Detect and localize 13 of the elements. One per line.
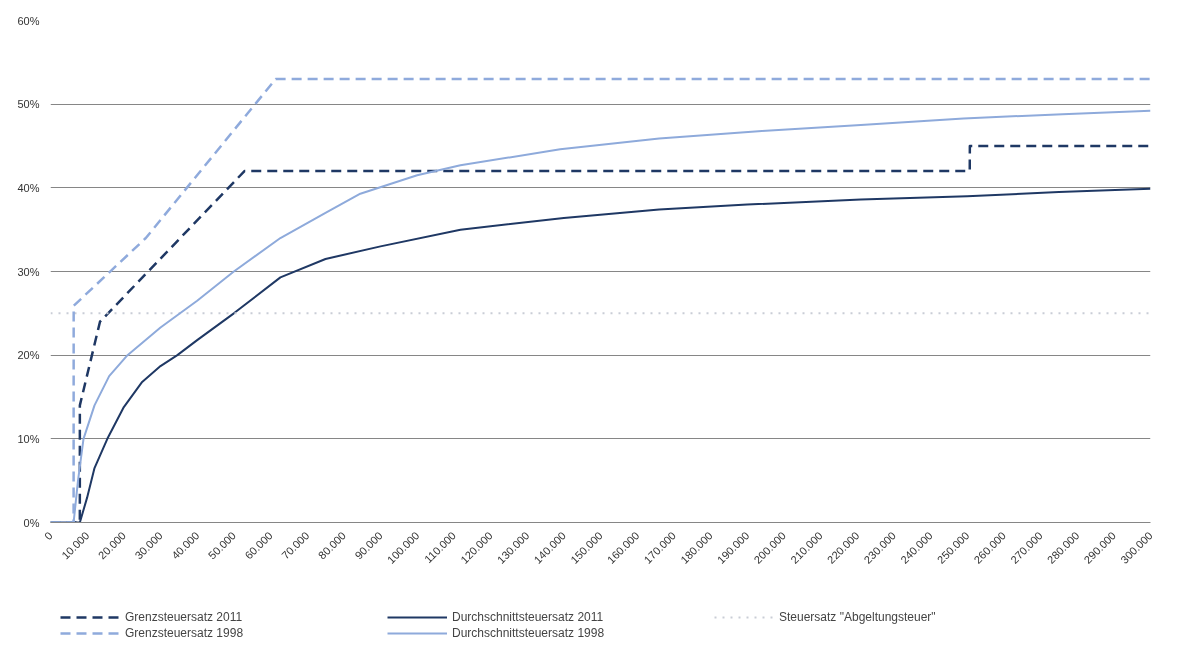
y-tick-label: 50% bbox=[17, 98, 40, 111]
x-tick-label: 0 bbox=[41, 529, 55, 543]
y-tick-label: 30% bbox=[17, 265, 40, 278]
legend-label: Durchschnittsteuersatz 2011 bbox=[452, 610, 605, 624]
legend-label: Grenzsteuersatz 2011 bbox=[125, 610, 244, 624]
y-tick-label: 40% bbox=[17, 181, 40, 194]
y-tick-label: 60% bbox=[17, 14, 40, 27]
y-tick-label: 20% bbox=[17, 349, 40, 362]
legend-label: Grenzsteuersatz 1998 bbox=[125, 626, 245, 640]
y-tick-label: 10% bbox=[17, 432, 40, 445]
legend-label: Durchschnittsteuersatz 1998 bbox=[452, 626, 606, 640]
legend-label: Steuersatz "Abgeltungsteuer" bbox=[779, 610, 937, 624]
y-tick-label: 0% bbox=[23, 516, 40, 529]
